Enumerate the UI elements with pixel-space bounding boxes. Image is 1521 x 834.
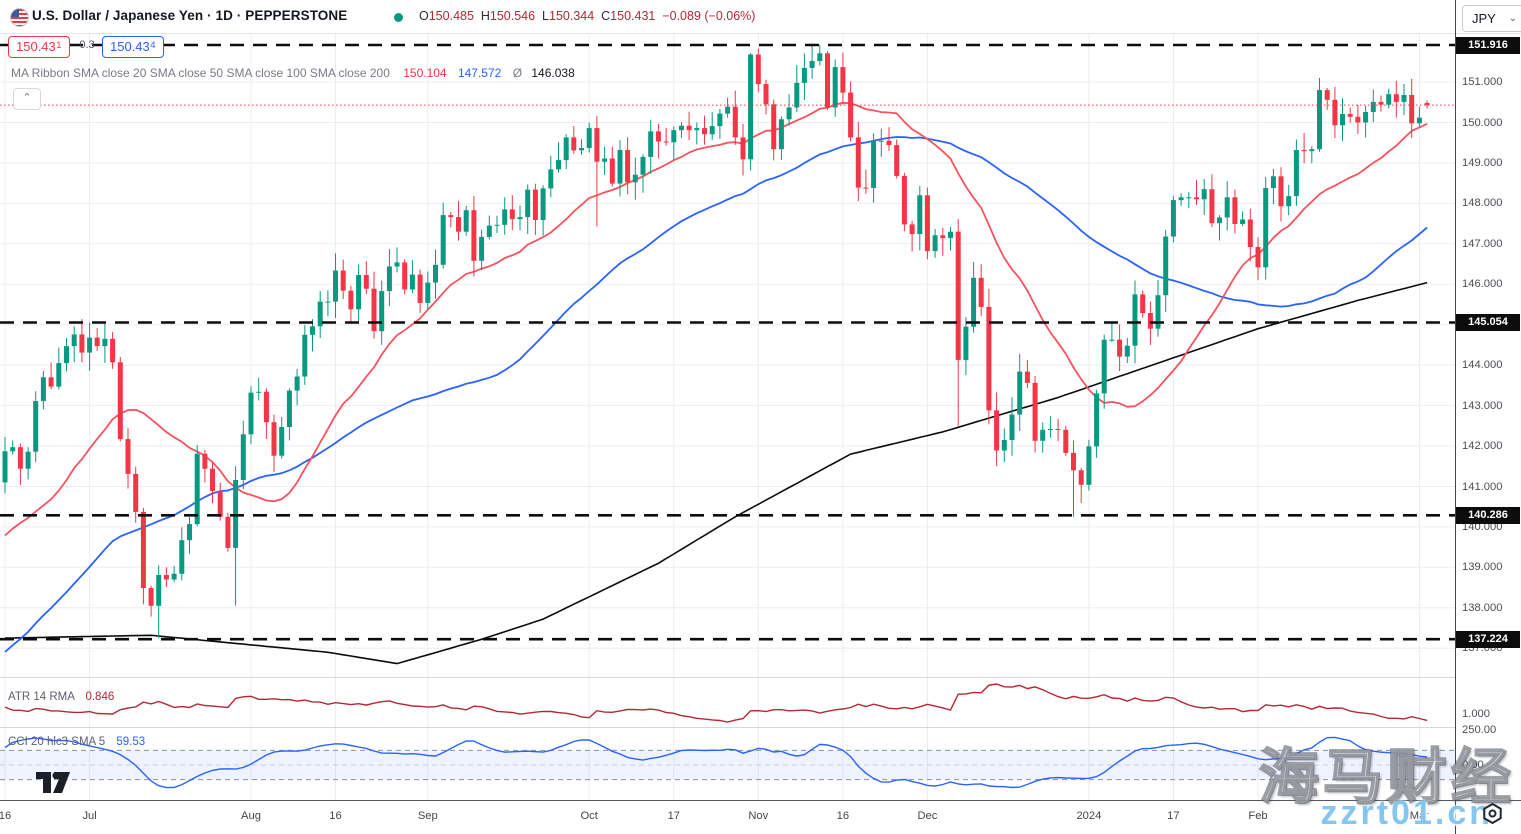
- y-axis-label: 143.000: [1462, 399, 1503, 412]
- price-axis-border: [1455, 0, 1456, 834]
- ma-ribbon-legend[interactable]: MA Ribbon SMA close 20 SMA close 50 SMA …: [11, 66, 575, 80]
- cci-value: 59.53: [116, 736, 146, 748]
- high-label: H: [480, 9, 490, 23]
- close-value: 150.431: [610, 9, 656, 23]
- currency-unit-label: JPY: [1472, 11, 1496, 26]
- sma100-value: Ø: [512, 66, 523, 80]
- sma50-value: 147.572: [457, 66, 502, 80]
- y-axis-label: 146.000: [1462, 278, 1503, 291]
- currency-unit-dropdown[interactable]: JPY ⌄: [1462, 5, 1521, 32]
- x-axis-label: Jul: [82, 810, 97, 822]
- y-axis-label: 141.000: [1462, 480, 1503, 493]
- usd-flag-icon: [10, 8, 29, 27]
- price-level-badge: 140.286: [1456, 506, 1520, 524]
- ohlc-readout: O150.485 H150.546 L150.344 C150.431 −0.0…: [419, 9, 755, 23]
- watermark-site: zzrt01.cn: [1320, 794, 1493, 832]
- x-axis-label: Oct: [580, 810, 598, 822]
- low-label: L: [542, 9, 549, 23]
- y-axis-label: 139.000: [1462, 561, 1503, 574]
- spread-value: 0.3: [79, 39, 95, 51]
- atr-value: 0.846: [85, 691, 115, 703]
- cci-label: CCI 20 hlc3 SMA 5: [8, 736, 106, 748]
- watermark-hexagon-icon: [1483, 803, 1502, 824]
- x-axis-label: 17: [667, 810, 681, 822]
- open-label: O: [419, 9, 429, 23]
- x-axis-label: Sep: [417, 810, 438, 822]
- x-axis-label: Feb: [1248, 810, 1268, 822]
- y-axis-label: 149.000: [1462, 156, 1503, 169]
- price-level-badge: 151.916: [1456, 36, 1520, 54]
- y-axis-label: 147.000: [1462, 237, 1503, 250]
- buy-price-fraction: 4: [150, 39, 156, 51]
- x-axis-label: Aug: [241, 810, 261, 822]
- price-level-badge: 137.224: [1456, 630, 1520, 648]
- y-axis-label: 148.000: [1462, 197, 1503, 210]
- x-axis-label: Nov: [748, 810, 769, 822]
- buy-button[interactable]: 150.434: [102, 36, 164, 58]
- pane-separator-atr[interactable]: [0, 677, 1455, 678]
- y-axis-label: 150.000: [1462, 116, 1503, 129]
- collapse-legend-button[interactable]: ⌃: [13, 88, 41, 110]
- open-value: 150.485: [428, 9, 474, 23]
- symbol-title[interactable]: U.S. Dollar / Japanese Yen · 1D · PEPPER…: [32, 8, 348, 23]
- market-status-icon[interactable]: [394, 13, 403, 22]
- time-axis-border: [0, 800, 1521, 801]
- watermark-chinese: 海马财经: [1258, 743, 1515, 812]
- chevron-down-icon: ⌄: [1508, 13, 1517, 24]
- y-axis-label: 140.000: [1462, 520, 1503, 533]
- sell-price-fraction: 1: [56, 39, 62, 51]
- sma20-value: 150.104: [403, 66, 447, 80]
- x-axis-label: 2024: [1076, 810, 1102, 822]
- close-label: C: [601, 9, 611, 23]
- x-axis-label: Dec: [917, 810, 938, 822]
- indicator-axis-label: 1.000: [1462, 707, 1490, 720]
- y-axis-label: 138.000: [1462, 601, 1503, 614]
- x-axis-label: 16: [836, 810, 850, 822]
- low-value: 150.344: [549, 9, 595, 23]
- ma-ribbon-title: MA Ribbon SMA close 20 SMA close 50 SMA …: [11, 66, 390, 80]
- price-level-badge: 145.054: [1456, 314, 1520, 331]
- indicator-axis-label: 250.00: [1462, 723, 1497, 736]
- cci-legend[interactable]: CCI 20 hlc3 SMA 5 59.53: [8, 736, 145, 748]
- sell-button[interactable]: 150.431: [8, 36, 70, 58]
- chevron-up-icon: ⌃: [22, 92, 32, 104]
- sma200-value: 146.038: [531, 66, 575, 80]
- x-axis-label: 16: [329, 810, 342, 822]
- indicator-axis-label: 0.00: [1462, 759, 1484, 771]
- pane-separator-cci[interactable]: [0, 727, 1455, 728]
- tradingview-logo-icon[interactable]: [36, 772, 78, 794]
- y-axis-label: 151.000: [1462, 76, 1503, 88]
- high-value: 150.546: [489, 9, 536, 23]
- y-axis-label: 142.000: [1462, 440, 1503, 452]
- change-value: −0.089 (−0.06%): [662, 9, 756, 23]
- toolbar: [0, 0, 1521, 34]
- x-axis-label: 17: [1167, 810, 1180, 822]
- x-axis-label: Mar: [1409, 810, 1430, 822]
- y-axis-label: 144.000: [1462, 359, 1503, 372]
- x-axis-label: 16: [0, 810, 12, 822]
- atr-label: ATR 14 RMA: [8, 691, 75, 703]
- atr-legend[interactable]: ATR 14 RMA 0.846: [8, 691, 114, 703]
